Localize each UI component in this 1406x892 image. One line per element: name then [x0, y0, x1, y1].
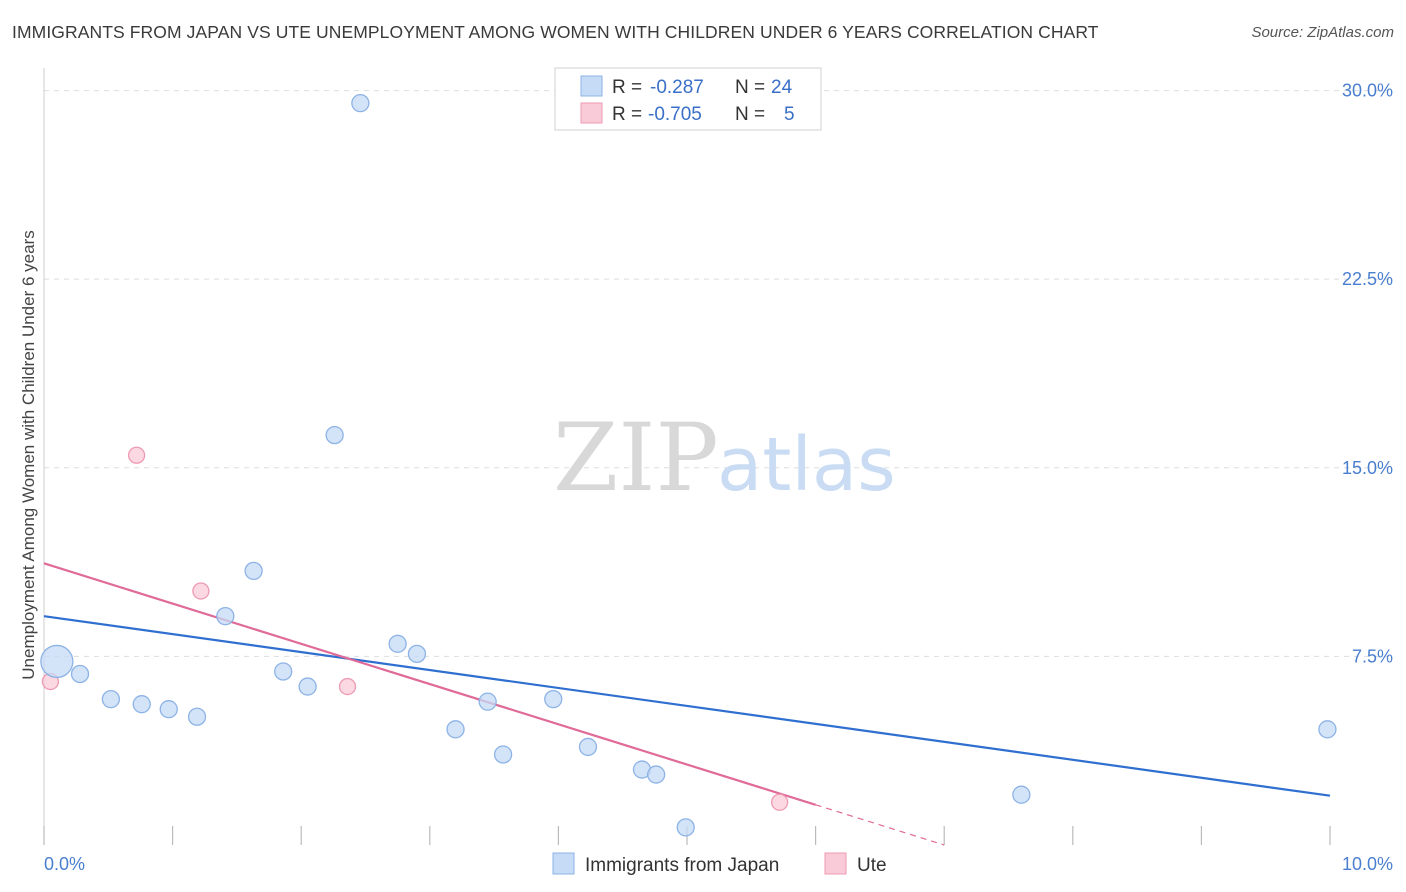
data-point-ute: [770, 793, 789, 811]
data-points: [40, 93, 1337, 837]
bottom-legend-japan: Immigrants from Japan: [585, 855, 779, 876]
legend-swatch-japan: [580, 75, 603, 97]
legend-n-label-1: N =: [735, 77, 765, 98]
data-point-japan: [244, 561, 263, 581]
data-point-japan: [1318, 720, 1337, 739]
data-point-japan: [351, 93, 370, 113]
data-point-japan: [1012, 785, 1031, 804]
bottom-legend-swatch-japan: [552, 852, 575, 875]
data-point-japan: [101, 689, 121, 709]
trend-line-ute: [43, 562, 816, 806]
tick-labels: 7.5% 15.0% 22.5% 30.0% 0.0% 10.0%: [44, 81, 1393, 874]
trend-line-ute-extension: [815, 804, 945, 846]
data-point-ute: [338, 677, 357, 696]
y-tick-label: 7.5%: [1352, 646, 1393, 666]
y-tick-label: 30.0%: [1342, 81, 1393, 101]
data-point-japan: [274, 662, 293, 681]
source-label: Source: ZipAtlas.com: [1251, 24, 1394, 41]
trend-line-japan: [43, 615, 1331, 797]
x-tick-label: 0.0%: [44, 854, 85, 874]
trend-lines: [43, 562, 1331, 846]
data-point-japan: [676, 818, 695, 837]
data-point-japan: [478, 692, 497, 711]
stats-legend: R = -0.287 N = 24 R = -0.705 N = 5: [554, 67, 822, 131]
legend-n-value-1: 24: [771, 77, 793, 98]
chart-title: IMMIGRANTS FROM JAPAN VS UTE UNEMPLOYMEN…: [12, 22, 1099, 42]
y-tick-label: 15.0%: [1342, 458, 1393, 478]
legend-n-value-2: 5: [784, 104, 795, 125]
watermark: ZIP atlas: [553, 404, 896, 513]
data-point-japan: [132, 695, 151, 714]
data-point-japan: [216, 607, 235, 626]
data-point-japan: [325, 425, 344, 445]
watermark-atlas: atlas: [717, 422, 896, 508]
data-point-japan: [40, 644, 74, 679]
gridlines: [44, 90, 1392, 657]
x-tick-label: 10.0%: [1342, 854, 1393, 874]
legend-n-label-2: N =: [735, 104, 765, 125]
legend-r-value-1: -0.287: [650, 77, 704, 98]
watermark-zip: ZIP: [553, 404, 719, 513]
data-point-japan: [388, 634, 407, 653]
data-point-japan: [646, 765, 666, 784]
series-legend: Immigrants from Japan Ute: [552, 852, 887, 876]
data-point-japan: [407, 644, 427, 664]
legend-r-label-1: R =: [612, 77, 642, 98]
data-point-japan: [446, 720, 465, 739]
data-point-japan: [578, 737, 598, 757]
bottom-legend-swatch-ute: [824, 852, 847, 875]
data-point-japan: [187, 707, 207, 726]
data-point-japan: [298, 677, 317, 696]
data-point-japan: [70, 664, 90, 684]
data-point-japan: [493, 745, 513, 764]
y-axis-label: Unemployment Among Women with Children U…: [19, 230, 38, 679]
y-tick-label: 22.5%: [1342, 269, 1393, 289]
data-point-japan: [544, 689, 563, 709]
data-point-ute: [127, 446, 146, 464]
data-point-ute: [192, 582, 210, 600]
data-point-japan: [159, 700, 178, 719]
legend-r-value-2: -0.705: [648, 104, 702, 125]
legend-swatch-ute: [580, 102, 603, 124]
bottom-legend-ute: Ute: [857, 855, 887, 876]
legend-r-label-2: R =: [612, 104, 642, 125]
